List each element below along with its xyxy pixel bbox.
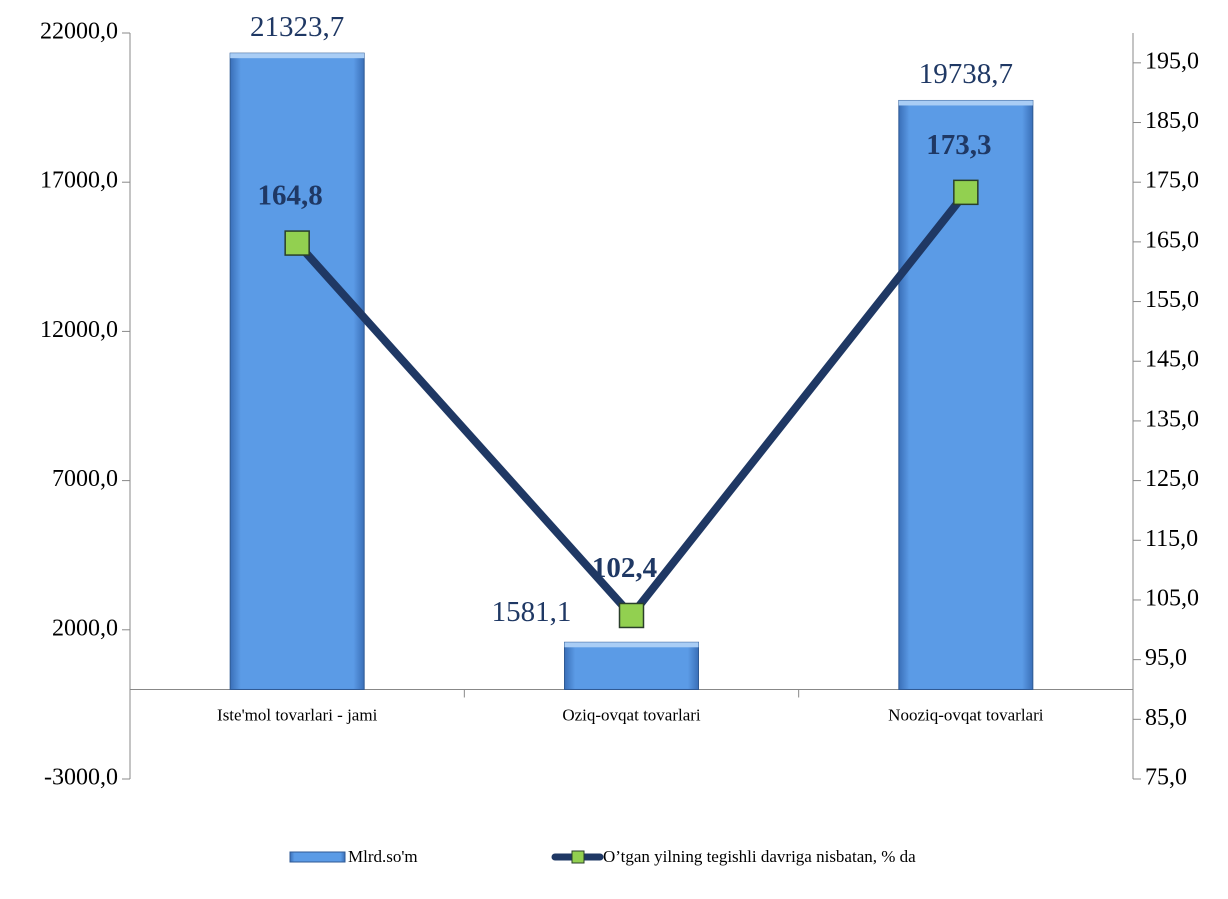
bar-highlight	[564, 642, 699, 648]
y2-tick-label: 185,0	[1145, 108, 1199, 134]
bar	[229, 52, 365, 690]
y2-tick-label: 85,0	[1145, 705, 1187, 731]
bar-highlight	[898, 100, 1033, 106]
line-value-label: 173,3	[926, 129, 991, 161]
legend-swatch	[289, 851, 346, 863]
y2-tick-label: 195,0	[1145, 48, 1199, 74]
y2-tick-label: 105,0	[1145, 585, 1199, 611]
legend-label: O’tgan yilning tegishli davriga nisbatan…	[603, 847, 916, 866]
y2-tick-label: 95,0	[1145, 645, 1187, 671]
marker	[618, 602, 645, 629]
bar-highlight	[230, 53, 365, 59]
bar-value-label: 1581,1	[492, 596, 572, 628]
marker	[953, 179, 979, 206]
x-tick-label: Oziq-ovqat tovarlari	[562, 705, 701, 724]
y-tick-label: 7000,0	[52, 466, 118, 492]
y-tick-label: 2000,0	[52, 615, 118, 641]
y2-tick-label: 115,0	[1145, 526, 1198, 552]
y2-tick-label: 145,0	[1145, 347, 1199, 373]
bar-value-label: 21323,7	[250, 11, 344, 43]
marker	[284, 230, 310, 256]
y-tick-label: 22000,0	[40, 19, 118, 45]
bar-value-label: 19738,7	[919, 58, 1013, 90]
y2-tick-label: 75,0	[1145, 765, 1187, 791]
line-value-label: 102,4	[592, 552, 657, 584]
x-tick-label: Nooziq-ovqat tovarlari	[888, 705, 1044, 724]
bar	[564, 641, 699, 690]
y2-tick-label: 165,0	[1145, 227, 1199, 253]
legend-label: Mlrd.so'm	[348, 847, 418, 866]
y2-tick-label: 125,0	[1145, 466, 1199, 492]
line-value-label: 164,8	[258, 180, 323, 212]
y2-tick-label: 155,0	[1145, 287, 1199, 313]
y-tick-label: 17000,0	[40, 168, 118, 194]
y2-tick-label: 135,0	[1145, 406, 1199, 432]
y-tick-label: -3000,0	[44, 765, 118, 791]
y-tick-label: 12000,0	[40, 317, 118, 343]
y2-tick-label: 175,0	[1145, 168, 1199, 194]
legend-marker	[571, 850, 585, 864]
x-tick-label: Iste'mol tovarlari - jami	[217, 705, 378, 724]
